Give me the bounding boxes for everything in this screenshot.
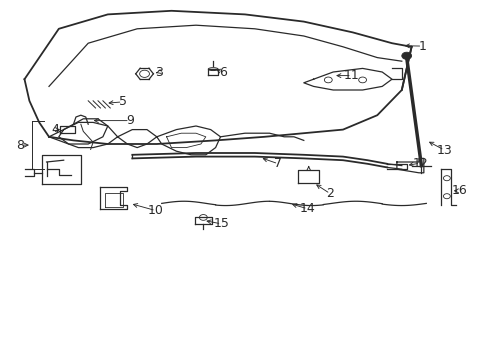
Text: 14: 14 <box>300 202 316 215</box>
Text: 4: 4 <box>51 123 59 136</box>
Text: 10: 10 <box>148 204 164 217</box>
Text: 6: 6 <box>219 66 227 78</box>
Text: 11: 11 <box>344 69 360 82</box>
Circle shape <box>402 52 412 59</box>
Text: 8: 8 <box>17 139 24 152</box>
Text: 2: 2 <box>326 187 334 200</box>
Text: 16: 16 <box>452 184 467 197</box>
Text: 3: 3 <box>155 66 163 78</box>
Text: 7: 7 <box>274 157 282 170</box>
Text: 15: 15 <box>214 217 229 230</box>
Text: 5: 5 <box>119 95 126 108</box>
Text: 1: 1 <box>418 40 426 53</box>
Text: 12: 12 <box>413 157 428 170</box>
Text: 13: 13 <box>437 144 452 157</box>
Text: 9: 9 <box>126 114 134 127</box>
